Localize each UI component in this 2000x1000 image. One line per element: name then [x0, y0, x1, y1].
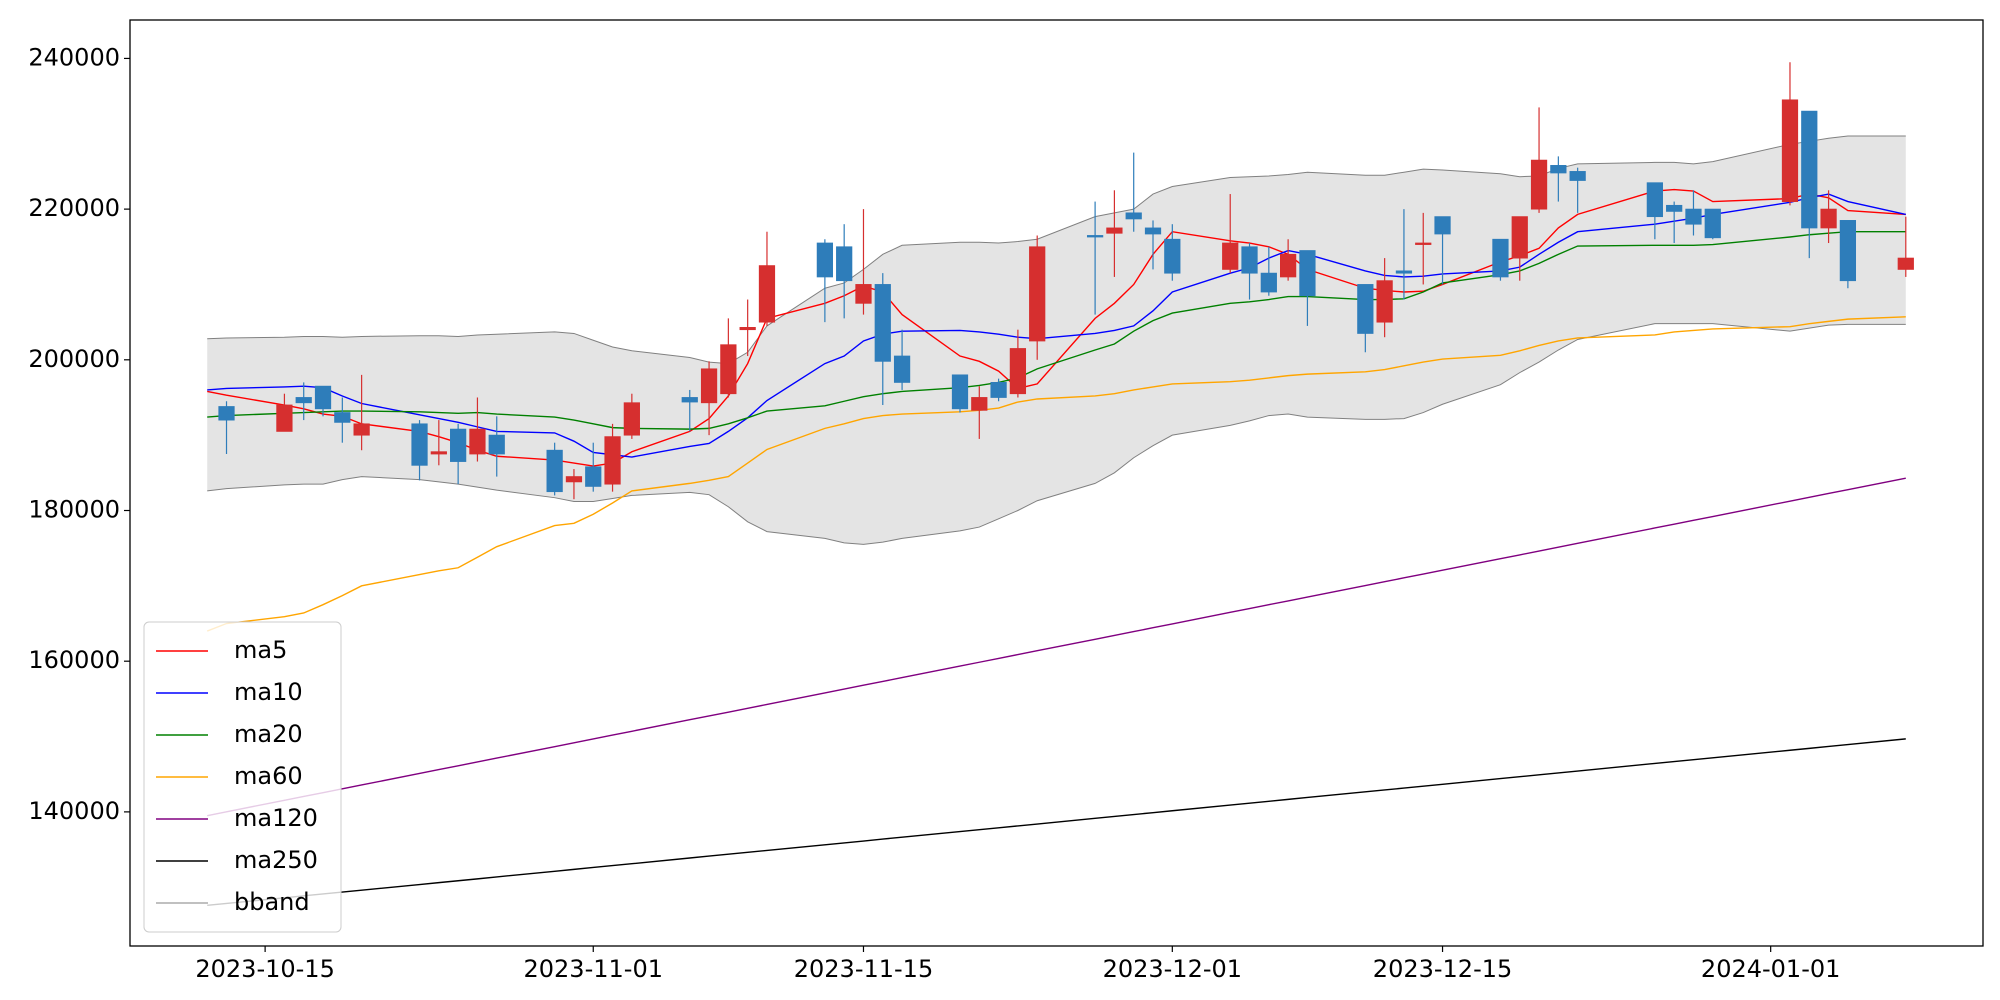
legend-box [143, 621, 342, 933]
candle-body [1801, 110, 1818, 229]
candle-body [565, 476, 583, 483]
candle-body [1125, 212, 1142, 220]
candle-body [893, 355, 911, 383]
candle-body [1897, 257, 1914, 270]
x-tick-label: 2023-12-01 [1103, 955, 1242, 983]
ma-line [207, 477, 1906, 817]
candle-body [855, 284, 872, 304]
candle-body [353, 423, 370, 436]
candle-body [1550, 165, 1567, 174]
candle-body [430, 451, 447, 455]
candle-body [1839, 220, 1857, 282]
candle-body [681, 397, 698, 403]
candle-body [1704, 208, 1721, 239]
x-tick-label: 2023-11-15 [794, 955, 933, 983]
candle-body [1434, 216, 1451, 235]
candle-body [739, 327, 756, 331]
candle-body [1106, 227, 1123, 234]
candle-body [874, 284, 891, 362]
candle-body [546, 449, 563, 493]
candle-body [1086, 235, 1104, 238]
candle-body [314, 385, 332, 410]
candle-body [585, 466, 602, 487]
legend-label: bband [234, 888, 310, 916]
candle-body [1820, 208, 1837, 229]
candle-body [1222, 242, 1239, 270]
candle-body [816, 242, 833, 278]
candle-body [971, 397, 988, 411]
candle-body [334, 412, 351, 423]
plot-frame [129, 19, 1984, 947]
y-tick-label: 240000 [28, 43, 120, 71]
candle-body [450, 428, 467, 462]
candle-body [1029, 246, 1046, 342]
candle-body [990, 382, 1007, 398]
ma-line [207, 738, 1906, 907]
candle-body [276, 404, 293, 432]
candle-body [411, 423, 428, 466]
legend-label: ma60 [234, 762, 303, 790]
x-tick-label: 2024-01-01 [1701, 955, 1840, 983]
y-tick-label: 200000 [28, 345, 120, 373]
candle-body [951, 374, 969, 410]
candle-body [1685, 208, 1702, 225]
candle-body [1144, 227, 1162, 235]
candle-body [758, 265, 776, 323]
candle-body [1299, 250, 1316, 297]
candle-body [1781, 99, 1799, 202]
legend: ma5 ma10 ma20 ma60 ma120 ma250 bband [143, 621, 342, 933]
candle-body [1009, 348, 1027, 395]
legend-label: ma5 [234, 636, 287, 664]
candle-body [1357, 284, 1374, 334]
candle-body [1646, 182, 1663, 218]
candle-body [1415, 242, 1432, 245]
candle-body [1492, 238, 1509, 278]
candle-body [1260, 272, 1277, 293]
candle-body [1530, 159, 1548, 210]
candle-body [1164, 238, 1181, 274]
candle-body [720, 344, 737, 395]
candle-body [1569, 171, 1586, 181]
y-tick-label: 180000 [28, 496, 120, 524]
y-tick-label: 220000 [28, 194, 120, 222]
legend-label: ma250 [234, 846, 318, 874]
candle-body [1376, 280, 1393, 323]
x-tick-label: 2023-11-01 [524, 955, 663, 983]
candle-body [836, 246, 853, 282]
candle-body [488, 434, 505, 455]
bband-lower [207, 323, 1906, 545]
bband-area [207, 136, 1906, 545]
legend-label: ma10 [234, 678, 303, 706]
candle-body [1511, 216, 1528, 259]
candle-body [1280, 253, 1297, 278]
candle-body [604, 436, 621, 485]
legend-label: ma120 [234, 804, 318, 832]
ma-line [206, 316, 1906, 632]
y-tick-label: 140000 [28, 797, 120, 825]
candle-body [1395, 270, 1413, 274]
x-tick-label: 2023-10-15 [195, 955, 334, 983]
x-tick-label: 2023-12-15 [1373, 955, 1512, 983]
y-tick-label: 160000 [28, 646, 120, 674]
candle-body [295, 397, 312, 404]
candle-body [1241, 246, 1258, 274]
candle-body [700, 368, 718, 404]
candle-body [469, 428, 486, 455]
candle-body [623, 402, 640, 436]
legend-label: ma20 [234, 720, 303, 748]
candle-body [218, 406, 235, 421]
candle-body [1666, 204, 1683, 212]
